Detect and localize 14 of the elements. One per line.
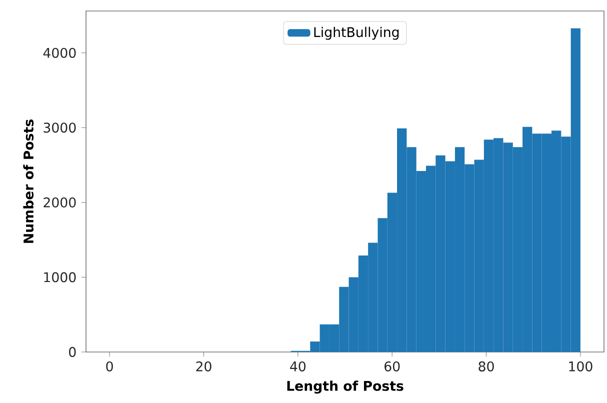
y-tick-label: 1000 xyxy=(44,272,76,282)
legend-label: LightBullying xyxy=(314,26,399,40)
y-tick-label: 2000 xyxy=(44,197,76,208)
y-tick-label: 4000 xyxy=(43,48,76,58)
x-tick-label: 40 xyxy=(290,361,306,372)
y-tick-label: 3000 xyxy=(44,122,76,133)
x-tick-label: 0 xyxy=(106,361,113,372)
y-axis-title: Number of Posts xyxy=(23,120,34,243)
x-tick-label: 20 xyxy=(196,361,212,372)
x-tick-label: 100 xyxy=(569,361,592,372)
x-tick-label: 60 xyxy=(384,361,400,372)
y-tick-label: 0 xyxy=(69,346,76,358)
x-axis-title: Length of Posts xyxy=(287,380,404,394)
x-tick-label: 80 xyxy=(478,361,494,372)
